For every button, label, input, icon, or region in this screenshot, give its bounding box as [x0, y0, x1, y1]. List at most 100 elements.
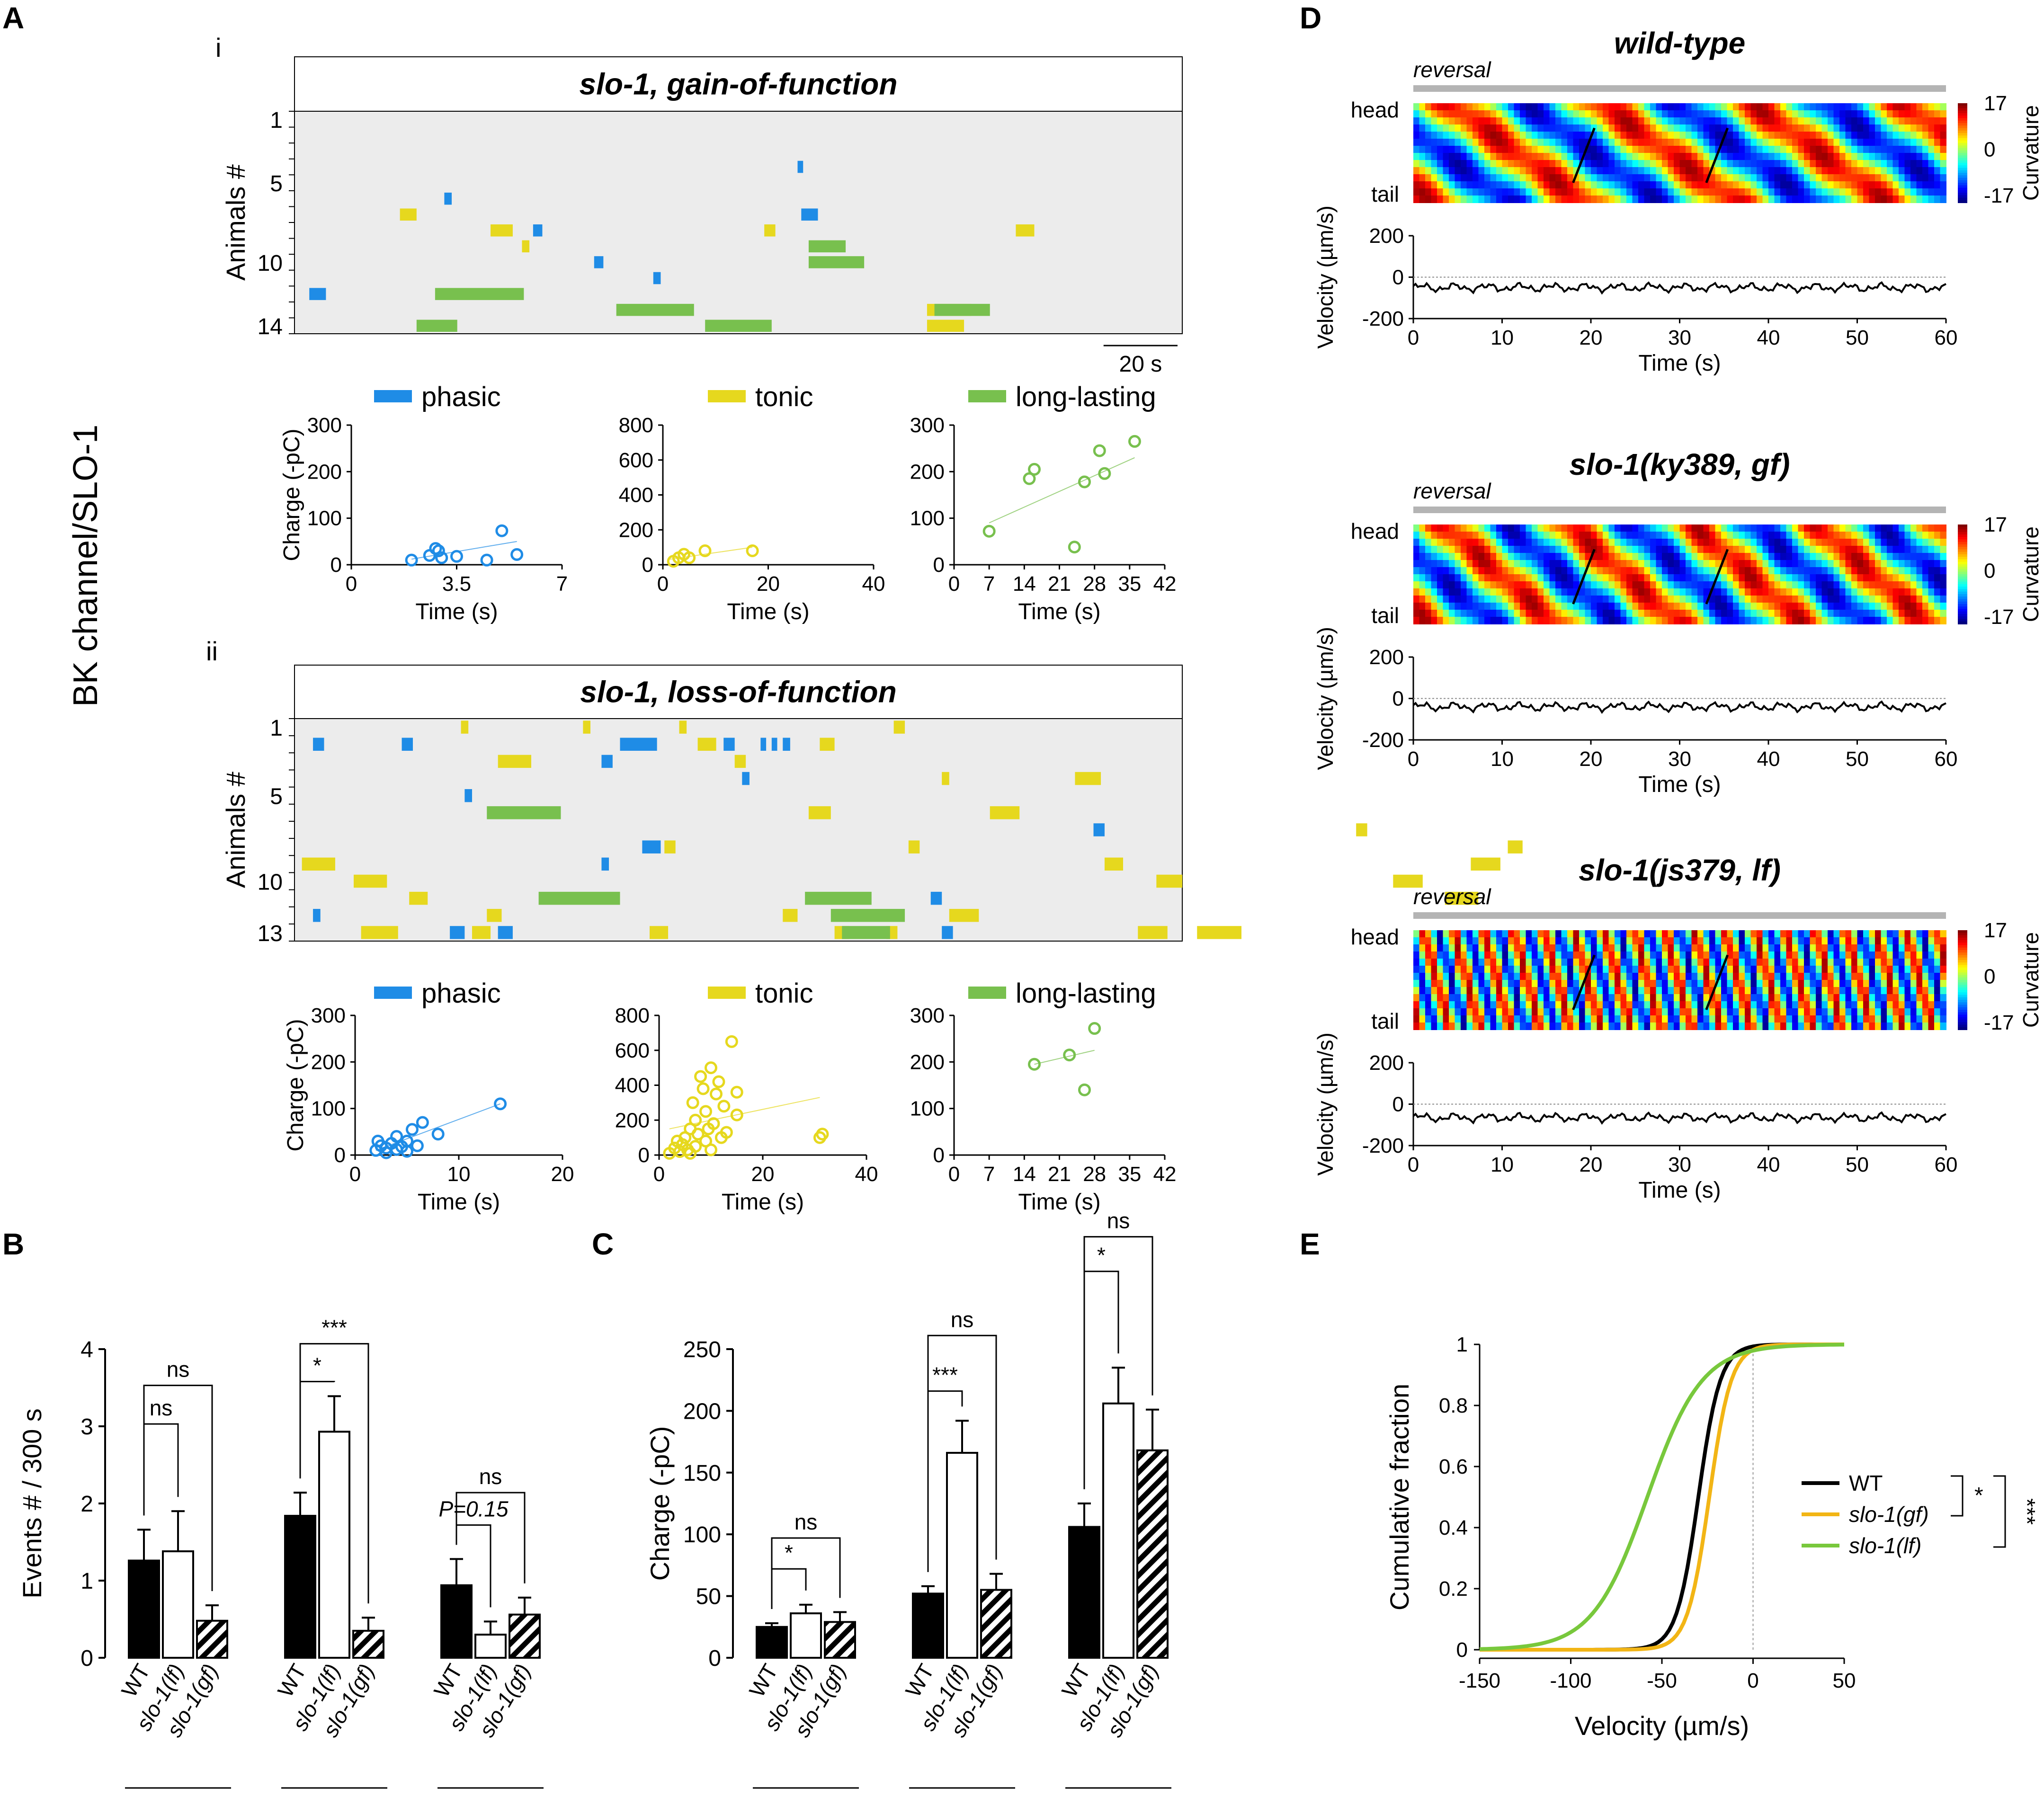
kymo-cell — [1774, 1008, 1781, 1016]
kymo-cell — [1656, 546, 1662, 553]
kymo-cell — [1757, 560, 1763, 568]
kymo-cell — [1928, 610, 1935, 617]
kymo-cell — [1774, 610, 1781, 617]
kymo-cell — [1484, 994, 1491, 1002]
kymo-cell — [1632, 153, 1639, 160]
kymo-cell — [1899, 973, 1905, 980]
kymo-cell — [1514, 132, 1520, 139]
kymo-cell — [1703, 181, 1710, 189]
kymo-cell — [1881, 610, 1887, 617]
kymo-cell — [1455, 174, 1461, 182]
kymo-cell — [1466, 1023, 1473, 1030]
fit-line — [989, 457, 1135, 524]
kymo-cell — [1591, 588, 1598, 596]
kymo-cell — [1502, 930, 1508, 938]
kymo-cell — [1620, 188, 1627, 196]
kymo-cell — [1608, 944, 1615, 952]
kymo-cell — [1828, 146, 1834, 153]
kymo-cell — [1786, 139, 1793, 146]
kymo-cell — [1750, 153, 1757, 160]
kymo-cell — [1526, 553, 1532, 560]
kymo-cell — [1922, 959, 1929, 966]
kymo-cell — [1615, 553, 1621, 560]
velocity-trace — [1412, 281, 1946, 295]
kymo-cell — [1774, 987, 1781, 995]
kymo-cell — [1508, 930, 1515, 938]
kymo-cell — [1674, 574, 1680, 582]
kymo-cell — [1668, 532, 1674, 539]
kymo-cell — [1579, 196, 1586, 203]
kymo-cell — [1869, 1015, 1875, 1023]
kymo-cell — [1691, 132, 1698, 139]
kymo-cell — [1922, 110, 1929, 118]
kymo-cell — [1940, 944, 1946, 952]
kymo-cell — [1615, 132, 1621, 139]
kymo-cell — [1887, 546, 1893, 553]
kymo-cell — [1478, 1001, 1485, 1009]
kymo-cell — [1502, 966, 1508, 973]
kymo-cell — [1899, 937, 1905, 945]
kymo-cell — [1544, 603, 1550, 610]
reversal-bar — [1413, 912, 1946, 919]
kymo-cell — [1656, 930, 1662, 938]
kymo-cell — [1703, 560, 1710, 568]
kymo-cell — [1816, 959, 1822, 966]
kymo-cell — [1579, 181, 1586, 189]
kymo-cell — [1904, 610, 1911, 617]
kymo-cell — [1603, 980, 1609, 987]
kymo-cell — [1833, 610, 1840, 617]
kymo-cell — [1679, 973, 1686, 980]
kymo-cell — [1549, 103, 1556, 111]
kymo-cell — [1686, 188, 1692, 196]
kymo-cell — [1644, 132, 1651, 139]
kymo-cell — [1674, 980, 1680, 987]
kymo-cell — [1839, 973, 1846, 980]
kymo-cell — [1585, 574, 1591, 582]
kymo-cell — [1721, 610, 1728, 617]
kymo-cell — [1709, 560, 1716, 568]
kymo-cell — [1455, 588, 1461, 596]
kymo-cell — [1887, 160, 1893, 168]
kymo-cell — [1798, 139, 1804, 146]
x-tick-label: 0 — [1408, 1153, 1419, 1176]
kymo-cell — [1561, 567, 1568, 575]
kymo-cell — [1567, 546, 1574, 553]
colorbar-tick: 0 — [1984, 965, 1995, 988]
scatter-point — [691, 1128, 705, 1141]
kymo-cell — [1508, 553, 1515, 560]
kymo-cell — [1892, 944, 1899, 952]
kymo-cell — [1892, 951, 1899, 959]
kymo-cell — [1816, 596, 1822, 603]
kymo-cell — [1502, 139, 1508, 146]
kymo-cell — [1904, 588, 1911, 596]
kymo-cell — [1437, 110, 1444, 118]
colorbar-cell — [1958, 537, 1967, 540]
kymo-cell — [1715, 546, 1722, 553]
kymo-cell — [1940, 139, 1946, 146]
kymo-cell — [1508, 160, 1515, 168]
kymo-cell — [1514, 994, 1520, 1002]
kymo-cell — [1579, 539, 1586, 546]
kymo-cell — [1828, 944, 1834, 952]
kymo-cell — [1940, 103, 1946, 111]
kymo-cell — [1845, 973, 1852, 980]
kymo-cell — [1686, 944, 1692, 952]
kymo-cell — [1869, 153, 1875, 160]
kymo-cell — [1615, 588, 1621, 596]
kymo-cell — [1537, 132, 1544, 139]
kymo-cell — [1916, 930, 1923, 938]
kymo-cell — [1821, 560, 1828, 568]
kymo-cell — [1662, 196, 1669, 203]
kymo-cell — [1721, 973, 1728, 980]
kymo-cell — [1768, 117, 1775, 125]
raster-ylabel: Animals # — [221, 772, 250, 888]
kymo-cell — [1828, 617, 1834, 624]
x-tick-label: 10 — [1491, 747, 1514, 771]
kymo-cell — [1922, 610, 1929, 617]
kymo-cell — [1922, 617, 1929, 624]
kymo-cell — [1502, 980, 1508, 987]
kymo-cell — [1597, 994, 1603, 1002]
kymo-cell — [1662, 937, 1669, 945]
kymo-cell — [1650, 1001, 1657, 1009]
colorbar-cell — [1958, 990, 1967, 993]
